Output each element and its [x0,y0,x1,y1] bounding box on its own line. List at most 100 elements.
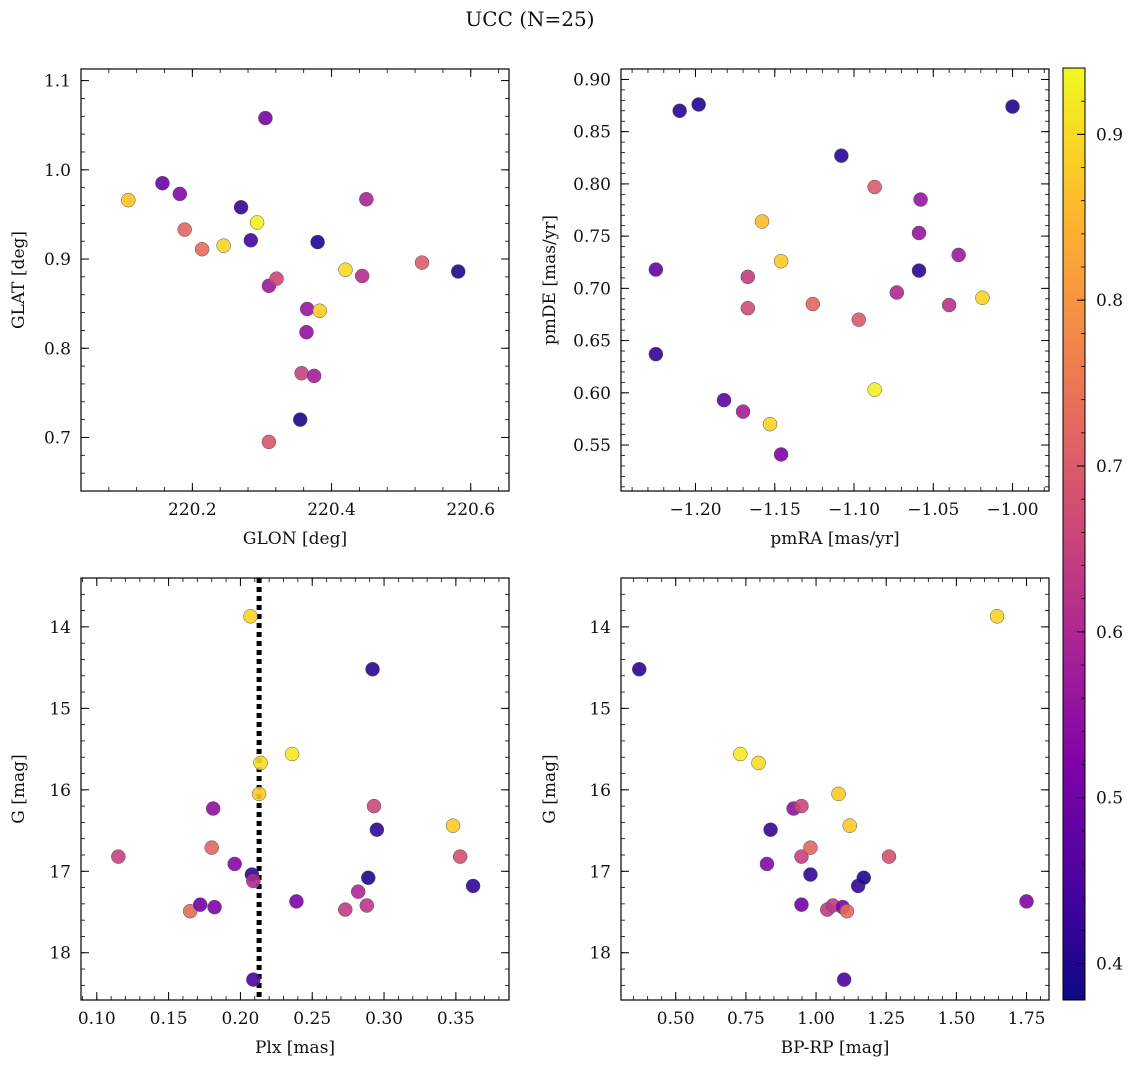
data-point [631,661,647,677]
data-point [445,818,461,833]
panel-4: 0.50 0.75 1.00 1.25 1.50 1.75 14 15 16 17 18 BP-RP … [540,577,1050,1058]
x-axis-label: pmRA [mas/yr] [770,529,899,549]
data-point [889,285,905,300]
data-point [735,404,751,419]
y-tick-label: 14 [49,618,71,638]
data-point [121,192,136,208]
data-point [941,297,957,313]
y-tick-label: 1.0 [44,161,71,181]
data-point [249,215,265,230]
data-point [648,346,664,362]
data-point [773,253,789,269]
data-point [350,884,366,899]
data-point [794,798,809,814]
colorbar: 0.4 0.5 0.6 0.7 0.8 0.9 [1062,67,1123,1001]
data-point [763,822,778,837]
data-point [194,241,210,257]
y-tick-label: 18 [589,944,611,964]
y-tick-label: 0.9 [44,250,71,270]
y-tick-label: 16 [49,781,71,801]
data-point [759,856,775,872]
y-tick-label: 17 [589,862,611,882]
data-point [261,434,277,450]
colorbar-tick-label: 0.5 [1096,789,1123,809]
axes-frame [620,68,1050,492]
y-tick-label: 15 [589,699,611,719]
y-tick-label: 0.80 [573,175,611,195]
data-point [867,382,882,397]
colorbar-tick-label: 0.4 [1096,955,1123,975]
data-point [269,271,284,286]
data-point [856,870,872,886]
data-point [258,110,273,126]
x-tick-label: 0.35 [437,1009,475,1029]
x-tick-label: 1.25 [867,1009,905,1029]
data-point [359,192,374,207]
axes-frame [80,577,510,1001]
x-tick-label: −1.15 [749,500,801,520]
data-point [354,268,370,284]
data-point [989,609,1005,624]
data-point [177,222,192,237]
colorbar-tick-label: 0.7 [1096,457,1123,477]
data-point [207,899,222,915]
data-point [366,798,382,814]
axes-frame [80,68,510,492]
data-point [851,312,867,327]
x-tick-label: 0.30 [365,1009,403,1029]
data-point [1019,894,1034,909]
data-point [740,269,756,285]
data-point [951,247,966,263]
data-point [803,840,818,855]
data-point [834,148,849,163]
data-point [111,849,126,864]
data-point [155,175,170,191]
y-tick-label: 0.55 [573,436,611,456]
colorbar-tick-label: 0.6 [1096,623,1123,643]
data-point [836,972,852,987]
data-point [292,412,308,427]
colorbar-tick-label: 0.8 [1096,291,1123,311]
figure-title: UCC (N=25) [465,7,595,31]
data-point [716,392,732,408]
y-tick-label: 0.75 [573,227,611,247]
data-point [762,416,778,432]
colorbar-tick-label: 0.9 [1096,125,1123,145]
y-tick-label: 0.8 [44,339,71,359]
x-tick-label: −1.20 [669,500,721,520]
data-point [672,103,687,119]
y-tick-label: 0.65 [573,332,611,352]
data-point [359,898,375,913]
data-point [360,870,376,886]
panel-3: 0.10 0.15 0.20 0.25 0.30 0.35 14 15 16 17 18 Plx [m… [9,577,510,1058]
data-point [803,867,818,882]
x-tick-label: 1.50 [937,1009,975,1029]
data-point [338,262,353,277]
x-tick-label: −1.05 [907,500,959,520]
data-point [691,97,706,112]
data-point [294,365,309,381]
y-tick-label: 14 [589,618,611,638]
data-point [831,786,846,802]
data-point [306,368,322,384]
data-point [310,234,325,250]
x-axis-label: Plx [mas] [255,1038,335,1058]
x-tick-label: −1.10 [828,500,880,520]
data-point [216,238,231,253]
y-tick-label: 0.60 [573,384,611,404]
x-tick-label: 0.10 [78,1009,116,1029]
data-point [754,214,770,229]
x-tick-label: 0.25 [293,1009,331,1029]
x-axis-label: BP-RP [mag] [781,1038,890,1058]
panel-2: −1.20 −1.15 −1.10 −1.05 −1.00 0.55 0.60 0.65 0.7… [540,68,1050,549]
data-point [414,255,430,270]
data-point [805,296,821,312]
data-point [839,903,855,919]
y-tick-label: 15 [49,699,71,719]
y-tick-label: 0.90 [573,70,611,90]
data-point [450,264,466,279]
data-point [794,849,809,864]
data-point [365,661,380,677]
colorbar-bar [1062,67,1086,1001]
